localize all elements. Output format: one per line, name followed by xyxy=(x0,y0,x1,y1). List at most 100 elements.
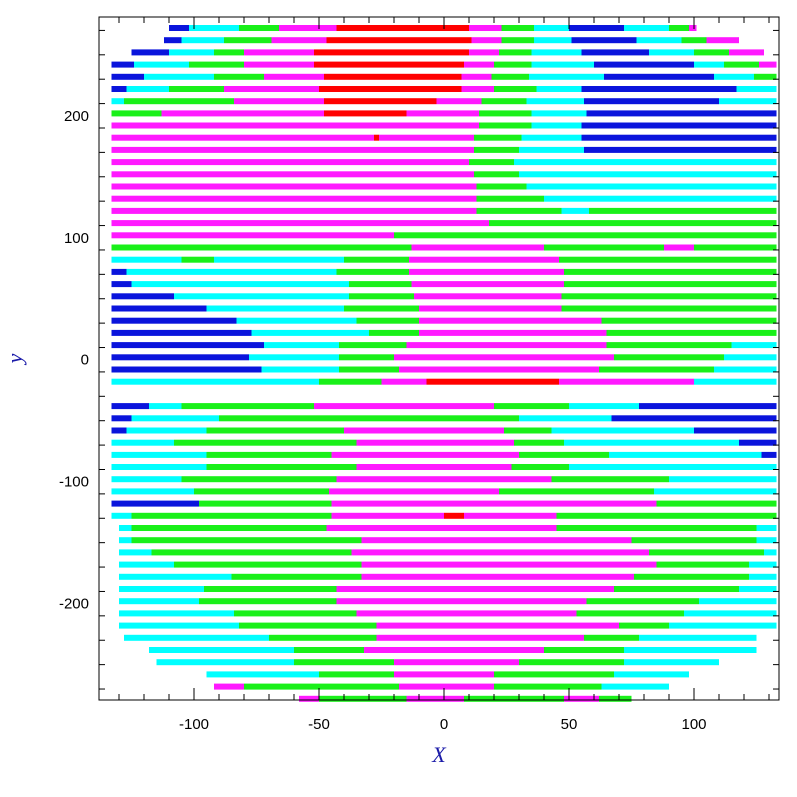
strip-segment xyxy=(474,134,522,141)
strip-segment xyxy=(564,281,777,288)
strip-segment xyxy=(181,37,224,44)
strip-segment xyxy=(601,317,777,324)
strip-segment xyxy=(406,695,464,702)
strip-segment xyxy=(164,37,182,44)
strip-segment xyxy=(119,537,132,544)
strip-segment xyxy=(219,415,519,422)
strip-segment xyxy=(714,73,754,80)
x-tick-label: 100 xyxy=(681,716,706,733)
strip-segment xyxy=(614,671,689,678)
strip-segment xyxy=(149,647,294,653)
strip-segment xyxy=(531,49,582,56)
strip-segment xyxy=(314,61,464,68)
y-axis-label: y xyxy=(2,353,27,365)
strip-segment xyxy=(111,317,237,324)
strip-segment xyxy=(479,110,532,117)
strip-segment xyxy=(556,525,757,531)
strip-segment xyxy=(609,451,762,458)
strip-segment xyxy=(331,500,657,507)
strip-segment xyxy=(731,342,777,349)
strip-segment xyxy=(669,476,777,483)
strip-segment xyxy=(131,525,327,531)
y-tick-labels: -200 -100 0 100 200 xyxy=(59,108,89,613)
strip-segment xyxy=(111,342,264,349)
strip-segment xyxy=(111,427,127,434)
strip-segment xyxy=(426,378,559,385)
strip-segment xyxy=(394,671,494,678)
strip-segment xyxy=(111,220,489,227)
strip-segment xyxy=(531,61,594,68)
strip-segment xyxy=(504,427,552,434)
strip-segment xyxy=(589,207,777,214)
strip-segment xyxy=(189,61,244,68)
strip-segment xyxy=(149,403,182,410)
strip-segment xyxy=(656,500,777,507)
strip-segments xyxy=(111,25,777,702)
strip-segment xyxy=(111,232,394,239)
strip-segment xyxy=(551,427,694,434)
strip-segment xyxy=(356,439,514,446)
strip-segment xyxy=(724,61,759,68)
strip-segment xyxy=(586,598,699,605)
strip-segment xyxy=(239,622,377,629)
strip-segment xyxy=(544,195,594,202)
strip-segment xyxy=(519,451,609,458)
strip-segment xyxy=(119,549,152,556)
strip-segment xyxy=(224,86,319,92)
strip-segment xyxy=(161,110,324,117)
strip-segment xyxy=(689,25,697,31)
strip-segment xyxy=(339,354,394,361)
strip-segment xyxy=(156,659,294,666)
strip-segment xyxy=(581,122,777,129)
strip-segment xyxy=(584,634,639,641)
strip-segment xyxy=(561,207,589,214)
strip-segment xyxy=(624,659,719,666)
strip-segment xyxy=(669,622,777,629)
x-axis-label: X xyxy=(431,742,447,767)
strip-segment xyxy=(611,415,777,422)
strip-segment xyxy=(119,622,239,629)
strip-segment xyxy=(594,268,777,275)
strip-segment xyxy=(239,25,279,31)
strip-segment xyxy=(194,488,329,495)
strip-segment xyxy=(694,427,777,434)
axis-ticks xyxy=(99,17,779,700)
strip-segment xyxy=(326,37,472,44)
strip-segment xyxy=(559,378,694,385)
strip-segment xyxy=(189,25,239,31)
x-tick-label: -50 xyxy=(308,716,330,733)
strip-segment xyxy=(111,98,124,105)
strip-segment xyxy=(684,610,777,617)
strip-segment xyxy=(606,342,732,349)
strip-segment xyxy=(199,598,337,605)
strip-segment xyxy=(111,256,182,263)
strip-segment xyxy=(464,61,494,68)
strip-segment xyxy=(411,281,564,288)
x-tick-label: 50 xyxy=(561,716,578,733)
strip-segment xyxy=(174,439,357,446)
strip-segment xyxy=(181,256,214,263)
strip-segment xyxy=(111,195,477,202)
strip-segment xyxy=(756,537,777,544)
strip-segment xyxy=(249,354,339,361)
strip-segment xyxy=(469,25,502,31)
strip-segment xyxy=(706,37,739,44)
strip-segment xyxy=(761,451,777,458)
strip-segment xyxy=(324,110,407,117)
y-tick-label: 100 xyxy=(64,230,89,247)
strip-segment xyxy=(264,342,339,349)
strip-segment xyxy=(754,73,777,80)
strip-segment xyxy=(519,659,624,666)
strip-segment xyxy=(531,122,582,129)
strip-segment xyxy=(599,695,632,702)
strip-segment xyxy=(324,98,437,105)
strip-segment xyxy=(126,427,207,434)
strip-segment xyxy=(476,195,544,202)
strip-segment xyxy=(111,488,194,495)
strip-segment xyxy=(406,342,607,349)
strip-segment xyxy=(361,573,634,580)
strip-segment xyxy=(111,403,149,410)
strip-segment xyxy=(569,25,624,31)
strip-segment xyxy=(544,647,624,653)
strip-segment xyxy=(236,317,357,324)
